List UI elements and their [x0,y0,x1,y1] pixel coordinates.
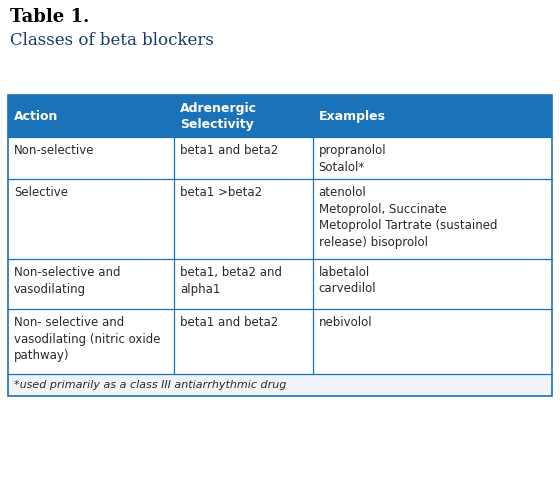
Text: propranolol
Sotalol*: propranolol Sotalol* [319,144,386,173]
Text: labetalol
carvedilol: labetalol carvedilol [319,266,376,296]
Text: Table 1.: Table 1. [10,8,90,26]
Text: Examples: Examples [319,110,386,123]
Bar [8,95,552,137]
Bar [8,95,552,396]
Text: nebivolol: nebivolol [319,316,372,329]
Text: Non-selective: Non-selective [14,144,95,157]
Bar [8,309,552,374]
Text: beta1 >beta2: beta1 >beta2 [180,186,262,199]
Text: Selective: Selective [14,186,68,199]
Bar [8,137,552,179]
Text: Non-selective and
vasodilating: Non-selective and vasodilating [14,266,120,296]
Text: Action: Action [14,110,58,123]
Text: *used primarily as a class III antiarrhythmic drug: *used primarily as a class III antiarrhy… [14,380,286,390]
Text: beta1, beta2 and
alpha1: beta1, beta2 and alpha1 [180,266,282,296]
Text: atenolol
Metoprolol, Succinate
Metoprolol Tartrate (sustained
release) bisoprolo: atenolol Metoprolol, Succinate Metoprolo… [319,186,497,249]
Text: Non- selective and
vasodilating (nitric oxide
pathway): Non- selective and vasodilating (nitric … [14,316,161,362]
Bar [8,374,552,396]
Bar [8,179,552,259]
Bar [8,259,552,309]
Text: Adrenergic
Selectivity: Adrenergic Selectivity [180,102,257,130]
Text: beta1 and beta2: beta1 and beta2 [180,144,278,157]
Text: beta1 and beta2: beta1 and beta2 [180,316,278,329]
Text: Classes of beta blockers: Classes of beta blockers [10,32,214,49]
